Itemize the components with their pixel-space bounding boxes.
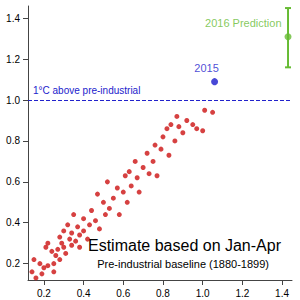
svg-text:1.4: 1.4 bbox=[275, 288, 289, 299]
svg-text:0.2: 0.2 bbox=[37, 288, 51, 299]
svg-text:2015: 2015 bbox=[194, 62, 218, 74]
svg-text:1.4: 1.4 bbox=[6, 13, 20, 24]
svg-text:2016 Prediction: 2016 Prediction bbox=[205, 17, 281, 29]
svg-text:0.4: 0.4 bbox=[6, 217, 20, 228]
svg-text:Estimate based on Jan-Apr: Estimate based on Jan-Apr bbox=[88, 237, 282, 254]
svg-text:1°C above pre-industrial: 1°C above pre-industrial bbox=[33, 85, 140, 96]
svg-text:Pre-industrial baseline (1880-: Pre-industrial baseline (1880-1899) bbox=[97, 258, 269, 270]
svg-text:1.0: 1.0 bbox=[196, 288, 210, 299]
svg-text:1.2: 1.2 bbox=[6, 54, 20, 65]
svg-text:1.2: 1.2 bbox=[235, 288, 249, 299]
svg-text:0.4: 0.4 bbox=[77, 288, 91, 299]
svg-text:0.2: 0.2 bbox=[6, 258, 20, 269]
svg-text:0.6: 0.6 bbox=[116, 288, 130, 299]
svg-text:0.8: 0.8 bbox=[6, 135, 20, 146]
svg-text:1.0: 1.0 bbox=[6, 95, 20, 106]
svg-text:0.6: 0.6 bbox=[6, 176, 20, 187]
svg-text:0.8: 0.8 bbox=[156, 288, 170, 299]
